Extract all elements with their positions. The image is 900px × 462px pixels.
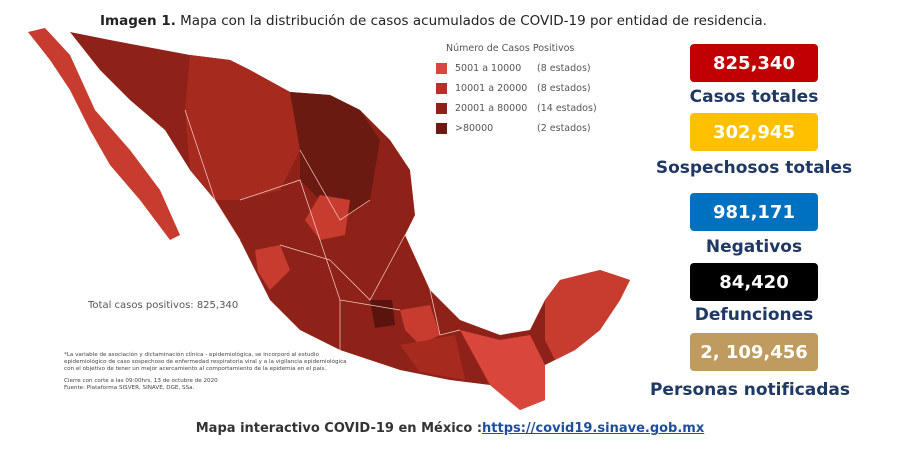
note-line: Fuente: Plataforma SISVER, SINAVE, DGE, … bbox=[64, 385, 195, 391]
legend-title: Número de Casos Positivos bbox=[446, 43, 575, 54]
map-region bbox=[290, 92, 380, 220]
legend-row: 10001 a 20000 (8 estados) bbox=[436, 83, 591, 94]
legend-row: 20001 a 80000 (14 estados) bbox=[436, 103, 597, 114]
note-line: Cierre con corte a las 09:00hrs, 13 de o… bbox=[64, 378, 218, 384]
map-region bbox=[400, 305, 440, 345]
note-line: epidemiológico de caso sospechoso de enf… bbox=[64, 359, 347, 365]
note-line: *La variable de asociación y dictaminaci… bbox=[64, 352, 319, 358]
stat-label: Negativos bbox=[705, 237, 803, 257]
legend-row: >80000 (2 estados) bbox=[436, 123, 591, 134]
legend-swatch bbox=[436, 103, 447, 114]
legend-count: (8 estados) bbox=[537, 63, 591, 74]
figure-label: Imagen 1. bbox=[100, 13, 176, 29]
notes: *La variable de asociación y dictaminaci… bbox=[64, 352, 364, 392]
legend-range: 20001 a 80000 bbox=[455, 103, 528, 114]
note-line: con el objetivo de tener un mejor acerca… bbox=[64, 366, 327, 372]
stat-value: 302,945 bbox=[690, 113, 818, 151]
legend-count: (8 estados) bbox=[537, 83, 591, 94]
map-region bbox=[255, 245, 290, 290]
state-borders bbox=[184, 109, 461, 350]
legend-count: (14 estados) bbox=[537, 103, 597, 114]
stat-label: Sospechosos totales bbox=[655, 158, 853, 178]
map-region bbox=[460, 330, 545, 410]
figure-title: Imagen 1. Mapa con la distribución de ca… bbox=[100, 13, 767, 29]
legend-range: 5001 a 10000 bbox=[455, 63, 522, 74]
figure-caption: Mapa con la distribución de casos acumul… bbox=[180, 13, 767, 29]
stat-label: Personas notificadas bbox=[649, 380, 851, 400]
legend-count: (2 estados) bbox=[537, 123, 591, 134]
stat-label: Defunciones bbox=[694, 305, 814, 325]
map-region bbox=[400, 335, 465, 380]
map-region bbox=[545, 270, 630, 360]
map bbox=[28, 28, 630, 410]
footer: Mapa interactivo COVID-19 en México :htt… bbox=[0, 421, 900, 436]
legend-range: >80000 bbox=[455, 123, 494, 134]
map-region bbox=[370, 300, 395, 328]
legend-swatch bbox=[436, 83, 447, 94]
legend-swatch bbox=[436, 63, 447, 74]
stat-value: 2, 109,456 bbox=[690, 333, 818, 371]
footer-link[interactable]: https://covid19.sinave.gob.mx bbox=[482, 421, 705, 436]
stat-value: 84,420 bbox=[690, 263, 818, 301]
legend-swatch bbox=[436, 123, 447, 134]
map-region bbox=[28, 28, 180, 240]
footer-text: Mapa interactivo COVID-19 en México : bbox=[195, 421, 483, 436]
stat-label: Casos totales bbox=[689, 87, 819, 107]
total-label: Total casos positivos: 825,340 bbox=[88, 300, 239, 311]
stat-value: 981,171 bbox=[690, 193, 818, 231]
map-region bbox=[185, 55, 300, 200]
stat-value: 825,340 bbox=[690, 44, 818, 82]
legend-range: 10001 a 20000 bbox=[455, 83, 528, 94]
legend-row: 5001 a 10000 (8 estados) bbox=[436, 63, 591, 74]
